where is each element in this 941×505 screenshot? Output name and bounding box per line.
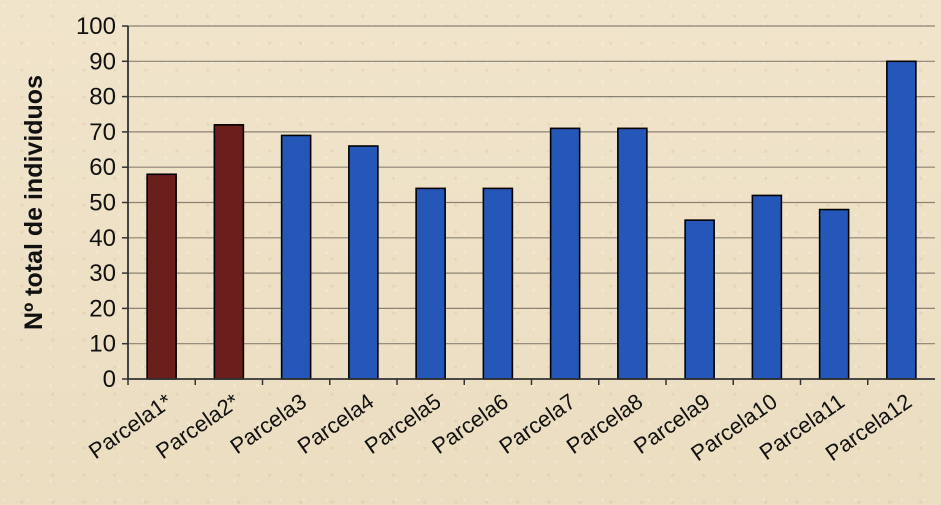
bar-parcela2: [213, 124, 245, 380]
y-tick-label: 60: [89, 154, 116, 181]
y-tick-label: 0: [103, 366, 116, 393]
y-tick-label: 40: [89, 225, 116, 252]
y-tick-label: 80: [89, 84, 116, 111]
bar-parcela4: [348, 145, 379, 380]
gridlines: [122, 25, 935, 385]
bar-parcela6: [482, 187, 514, 380]
bar-parcela9: [684, 219, 715, 380]
bar-parcela3: [280, 134, 312, 380]
bar-parcela7: [549, 127, 581, 380]
x-tick-label: Parcela3: [226, 389, 311, 459]
bar-parcela1: [146, 173, 177, 380]
bar-parcela5: [415, 187, 446, 380]
y-tick-label: 20: [89, 295, 116, 322]
bar-parcela10: [751, 194, 783, 380]
x-tick-label: Parcela5: [360, 389, 445, 459]
bar-parcela8: [617, 127, 648, 380]
y-tick-label: 70: [89, 119, 116, 146]
bar-parcela11: [818, 208, 850, 380]
y-tick-label: 10: [89, 331, 116, 358]
x-tick-label: Parcela6: [427, 389, 512, 459]
bar-parcela12: [886, 60, 917, 380]
y-tick-label: 100: [76, 13, 116, 40]
y-tick-label: 50: [89, 190, 116, 217]
x-tick-label: Parcela7: [495, 389, 580, 459]
x-tick-label: Parcela8: [562, 389, 647, 459]
axes: [127, 26, 935, 380]
y-tick-label: 30: [89, 260, 116, 287]
y-tick-label: 90: [89, 48, 116, 75]
bars: [146, 60, 917, 380]
y-axis-title: Nº total de individuos: [20, 75, 48, 330]
x-tick-label: Parcela4: [293, 389, 378, 459]
x-tick-labels: Parcela1*Parcela2*Parcela3Parcela4Parcel…: [84, 388, 916, 466]
y-tick-labels: 0 10 20 30 40 50 60 70 80 90 100: [76, 13, 116, 393]
